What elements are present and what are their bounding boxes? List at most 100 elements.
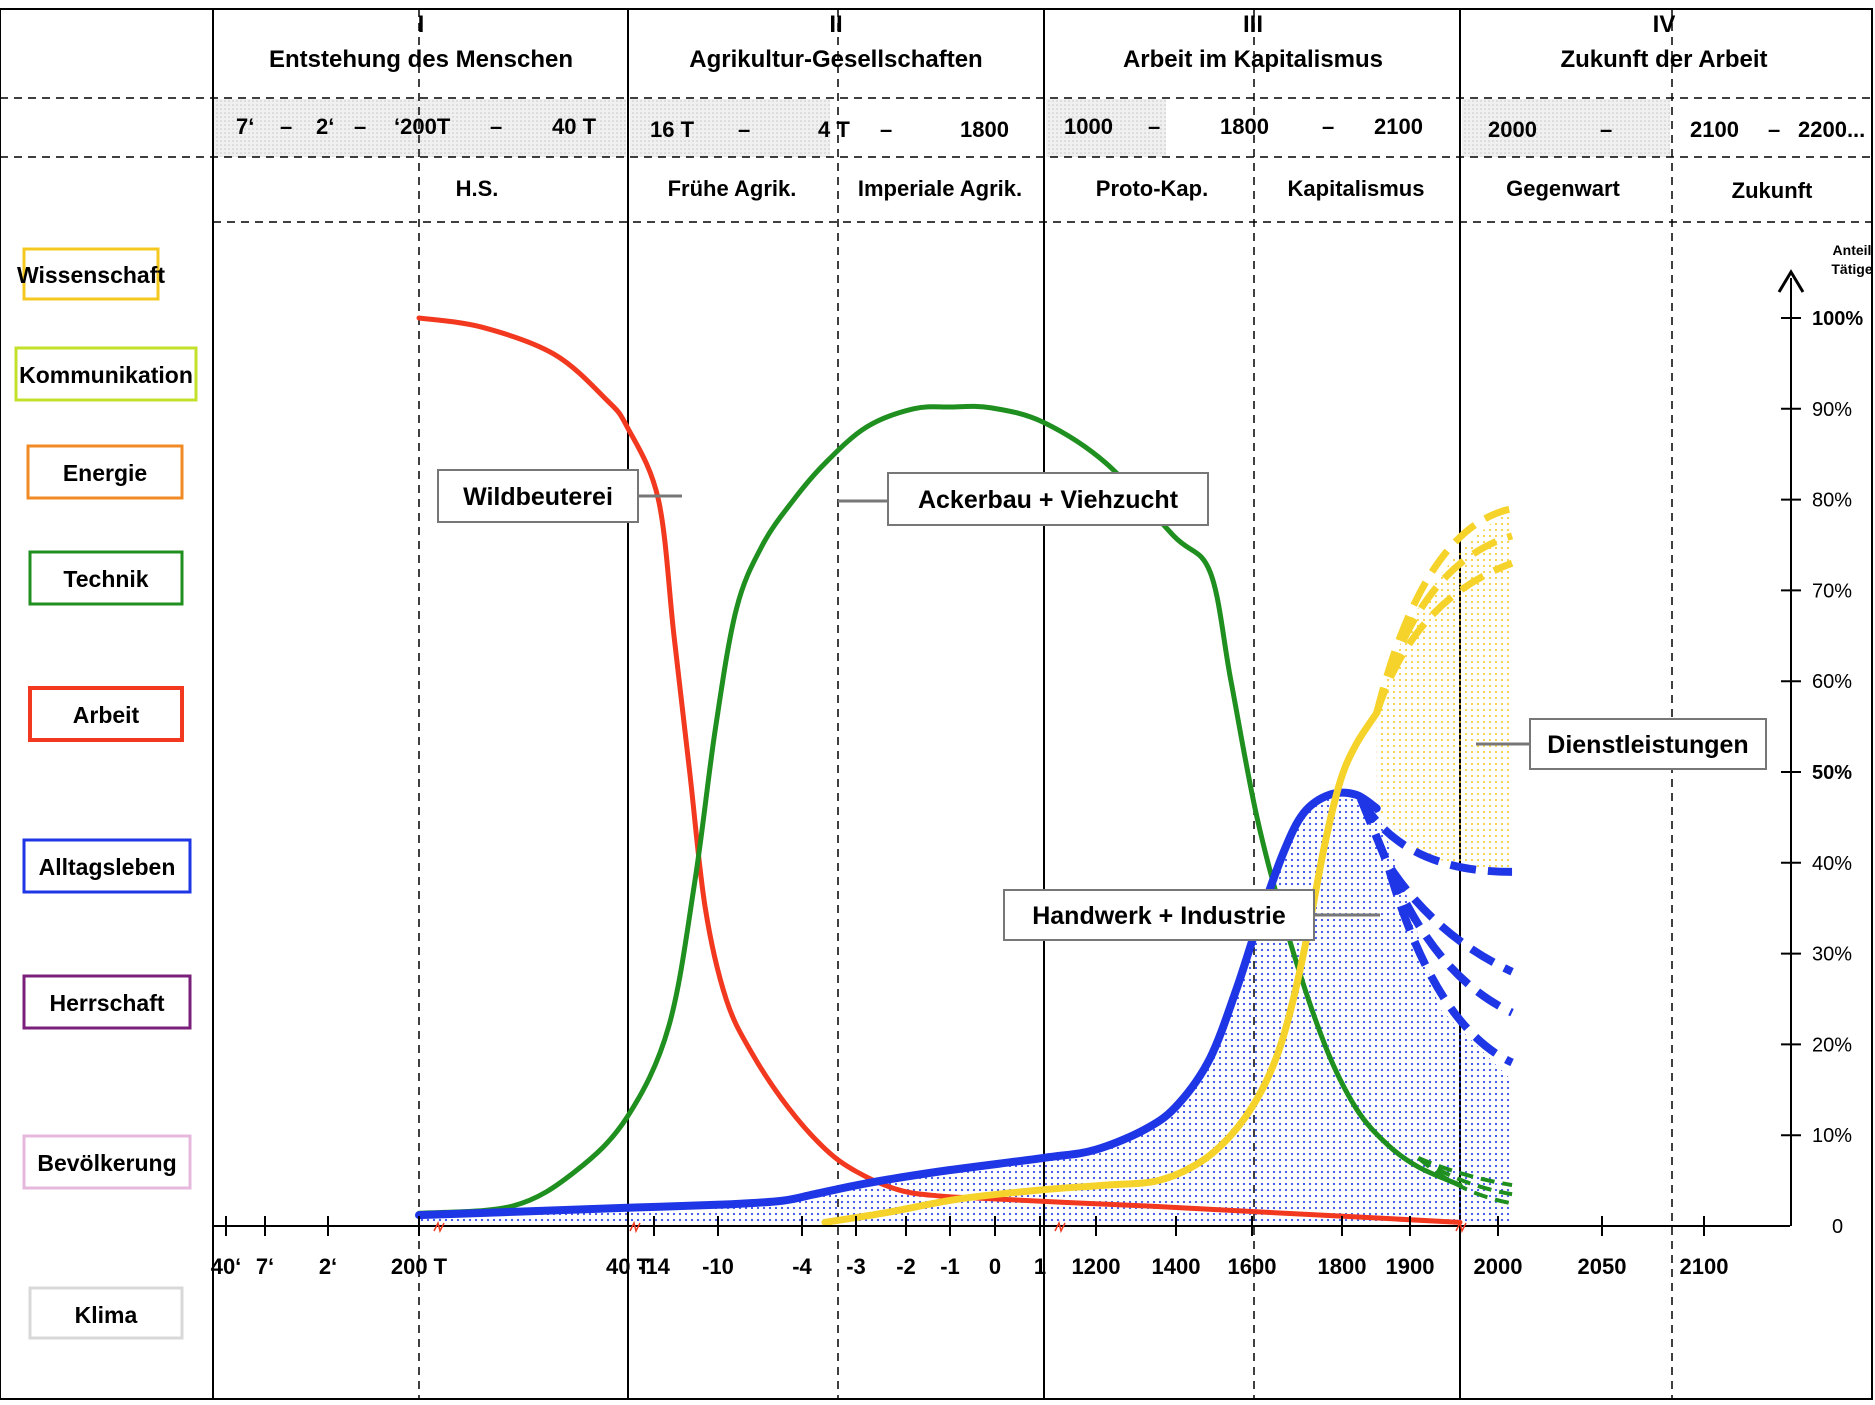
date-dash: – xyxy=(1322,114,1334,139)
y-tick-label: 70% xyxy=(1812,580,1852,602)
x-tick-label: 2‘ xyxy=(319,1254,337,1279)
y-tick-label: 50% xyxy=(1812,762,1852,784)
category-klima: Klima xyxy=(28,1286,184,1340)
x-tick-label: 0 xyxy=(989,1254,1001,1279)
y-tick-label: 0 xyxy=(1832,1216,1843,1238)
era-3-title: Arbeit im Kapitalismus xyxy=(1123,46,1383,73)
svg-text:Kommunikation: Kommunikation xyxy=(19,362,193,388)
date-4t: 4 T xyxy=(818,117,850,142)
y-tick-label: 40% xyxy=(1812,853,1852,875)
x-tick-label: 200 T xyxy=(391,1254,448,1279)
date-2-million: 2‘ xyxy=(316,114,334,139)
x-tick-label: -4 xyxy=(792,1254,812,1279)
date-1800: 1800 xyxy=(960,117,1009,142)
industry-projection-4 xyxy=(1357,797,1514,1067)
x-axis-ticks: 40‘ 7‘ 2‘ 200 T 40 T-14 -10 -4 -3 -2 -1 0 1 1200 1400… xyxy=(211,1216,1729,1279)
era-2-number: II xyxy=(829,11,842,38)
industry-area xyxy=(419,792,1513,1226)
x-tick-label: 40 T xyxy=(606,1254,651,1279)
svg-text:Handwerk + Industrie: Handwerk + Industrie xyxy=(1032,902,1286,930)
era-2-title: Agrikultur-Gesellschaften xyxy=(689,46,982,73)
era-1-title: Entstehung des Menschen xyxy=(269,46,573,73)
era-3-number: III xyxy=(1243,11,1263,38)
era-4-title: Zukunft der Arbeit xyxy=(1560,46,1767,73)
date-dash: – xyxy=(354,114,366,139)
era-4-number: IV xyxy=(1653,11,1676,38)
subperiod-labels: H.S. Frühe Agrik. Imperiale Agrik. Proto… xyxy=(456,176,1813,203)
date-2100: 2100 xyxy=(1690,117,1739,142)
x-tick-label: 1200 xyxy=(1072,1254,1121,1279)
callout-dienstleistungen: Dienstleistungen xyxy=(1529,718,1767,770)
subperiod-proto-kap: Proto-Kap. xyxy=(1096,176,1208,201)
category-bevoelkerung: Bevölkerung xyxy=(22,1134,192,1190)
x-tick-label: 1900 xyxy=(1386,1254,1435,1279)
subperiod-fruehe-agrik: Frühe Agrik. xyxy=(668,176,797,201)
date-dash: – xyxy=(1148,114,1160,139)
y-tick-label: 10% xyxy=(1812,1125,1852,1147)
date-dash: – xyxy=(280,114,292,139)
svg-text:Technik: Technik xyxy=(63,566,148,592)
series-dienstleistungen-line xyxy=(821,709,1381,1226)
date-dash: – xyxy=(1768,117,1780,142)
date-1800: 1800 xyxy=(1220,114,1269,139)
y-tick-label: 30% xyxy=(1812,944,1852,966)
x-tick-label: -3 xyxy=(846,1254,866,1279)
svg-text:Wildbeuterei: Wildbeuterei xyxy=(463,483,613,511)
x-tick-label: 40‘ xyxy=(211,1254,242,1279)
date-2000: 2000 xyxy=(1488,117,1537,142)
services-projection-area xyxy=(1376,508,1513,872)
projection-lines xyxy=(1357,505,1514,1206)
date-200t: ‘200T xyxy=(394,114,451,139)
services-projection-3 xyxy=(1373,505,1513,714)
x-tick-label: 7‘ xyxy=(256,1254,274,1279)
x-tick-label: 2050 xyxy=(1578,1254,1627,1279)
callout-connectors xyxy=(638,494,1530,917)
category-boxes: Wissenschaft Kommunikation Energie Techn… xyxy=(14,247,198,1340)
axis-break-marks xyxy=(433,1220,1467,1234)
x-tick-label: -14 xyxy=(638,1254,671,1279)
y-tick-label: 60% xyxy=(1812,671,1852,693)
svg-text:Dienstleistungen: Dienstleistungen xyxy=(1547,731,1748,759)
x-tick-label: -2 xyxy=(896,1254,916,1279)
category-arbeit: Arbeit xyxy=(28,686,184,742)
x-tick-label: -1 xyxy=(940,1254,960,1279)
subperiod-zukunft: Zukunft xyxy=(1732,178,1813,203)
x-tick-label: 1600 xyxy=(1228,1254,1277,1279)
x-tick-label: 2100 xyxy=(1680,1254,1729,1279)
category-alltagsleben: Alltagsleben xyxy=(22,838,192,894)
date-dash: – xyxy=(738,117,750,142)
header-separators xyxy=(0,97,1872,223)
subperiod-gegenwart: Gegenwart xyxy=(1506,176,1620,201)
date-40t: 40 T xyxy=(552,114,597,139)
x-tick-label: 1800 xyxy=(1318,1254,1367,1279)
svg-text:Alltagsleben: Alltagsleben xyxy=(39,854,176,880)
callout-ackerbau-viehzucht: Ackerbau + Viehzucht xyxy=(887,472,1209,526)
svg-text:Ackerbau + Viehzucht: Ackerbau + Viehzucht xyxy=(918,486,1179,514)
date-7-million: 7‘ xyxy=(236,114,254,139)
x-tick-label: 1400 xyxy=(1152,1254,1201,1279)
y-tick-label: 20% xyxy=(1812,1034,1852,1056)
y-axis-label-line2: Tätige xyxy=(1831,261,1872,277)
date-2100: 2100 xyxy=(1374,114,1423,139)
svg-text:Herrschaft: Herrschaft xyxy=(49,990,164,1016)
date-dash: – xyxy=(880,117,892,142)
category-kommunikation: Kommunikation xyxy=(14,346,198,402)
date-dash: – xyxy=(1600,117,1612,142)
category-energie: Energie xyxy=(26,444,184,500)
era-headers: I Entstehung des Menschen II Agrikultur-… xyxy=(269,11,1768,73)
x-tick-label: 2000 xyxy=(1474,1254,1523,1279)
y-tick-label: 100% xyxy=(1812,308,1863,330)
services-projection-2 xyxy=(1373,532,1514,714)
subperiod-separators xyxy=(418,9,1673,1399)
series-handwerk-industrie-line xyxy=(415,788,1381,1220)
y-tick-label: 90% xyxy=(1812,399,1852,421)
y-tick-label: 80% xyxy=(1812,490,1852,512)
svg-text:Bevölkerung: Bevölkerung xyxy=(37,1150,176,1176)
svg-text:Wissenschaft: Wissenschaft xyxy=(17,262,165,288)
subperiod-hs: H.S. xyxy=(456,176,499,201)
category-technik: Technik xyxy=(28,550,184,606)
series-lines xyxy=(415,315,1463,1226)
svg-text:Energie: Energie xyxy=(63,460,147,486)
x-tick-label: 1 xyxy=(1034,1254,1046,1279)
